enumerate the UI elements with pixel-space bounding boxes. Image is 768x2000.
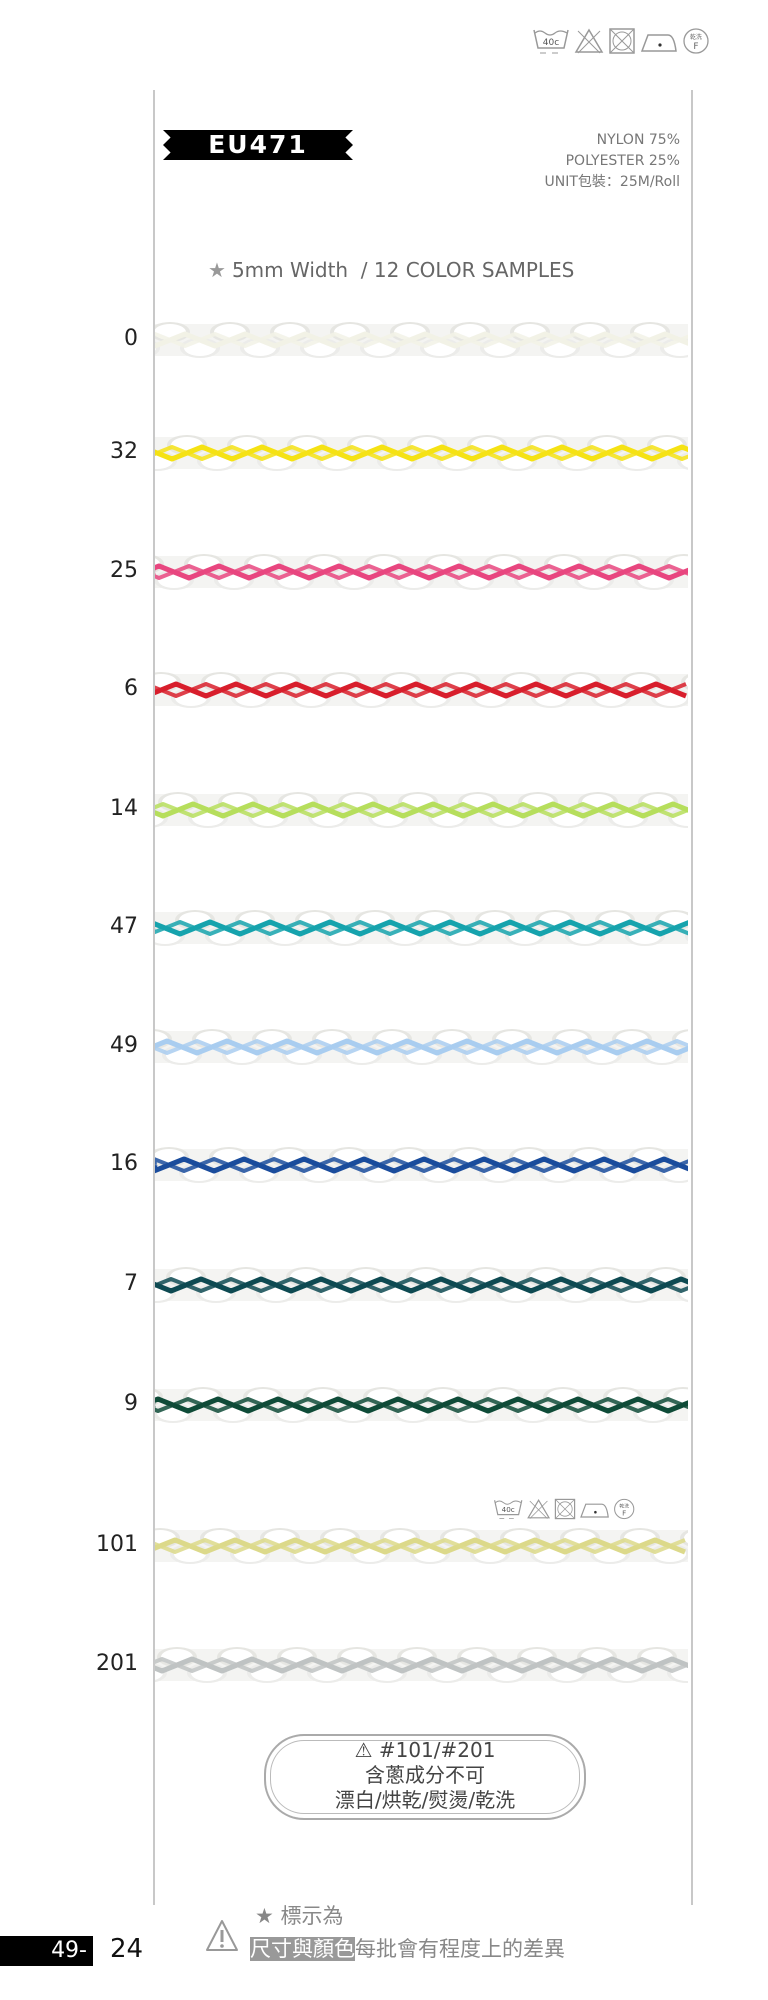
sample-number: 14: [110, 796, 138, 821]
svg-text:乾洗: 乾洗: [619, 1502, 629, 1509]
no-tumble-dry-icon: [609, 28, 635, 54]
footer-disclaimer: 尺寸與顏色每批會有程度上的差異: [250, 1933, 565, 1963]
caution-line-2: 漂白/烘乾/熨燙/乾洗: [334, 1788, 516, 1812]
sample-number: 201: [96, 1651, 138, 1676]
caution-line-1: 含蔥成分不可: [365, 1763, 485, 1787]
page-prefix: 49-: [0, 1936, 93, 1966]
subtitle-text: 5mm Width / 12 COLOR SAMPLES: [231, 258, 575, 282]
sample-number: 0: [124, 326, 138, 351]
cord-sample: [155, 554, 688, 590]
cord-sample: [155, 672, 688, 708]
care-symbols-top: 40c 乾洗 F: [532, 26, 710, 56]
sample-number: 6: [124, 676, 138, 701]
sample-number: 101: [96, 1532, 138, 1557]
sample-number: 49: [110, 1033, 138, 1058]
wash-40c-icon: 40c: [533, 29, 569, 54]
cord-sample: [155, 1029, 688, 1065]
iron-low-icon: [580, 1503, 609, 1518]
svg-text:F: F: [622, 1508, 626, 1517]
svg-text:40c: 40c: [543, 38, 559, 48]
caution-note: ⚠ #101/#201 含蔥成分不可 漂白/烘乾/熨燙/乾洗: [264, 1734, 586, 1820]
footer-star-label: 標示為: [280, 1904, 344, 1928]
star-icon: ★: [208, 258, 226, 282]
svg-text:F: F: [693, 42, 698, 52]
caution-codes: #101/#201: [378, 1738, 496, 1762]
cord-sample: [155, 1387, 688, 1423]
sample-card: [153, 90, 693, 1905]
sample-number: 9: [124, 1391, 138, 1416]
cord-sample: [155, 1647, 688, 1683]
disclaimer-text: 每批會有程度上的差異: [355, 1937, 565, 1961]
care-symbols-small: 40c 乾洗 F: [493, 1497, 635, 1521]
cord-sample: [155, 1147, 688, 1183]
warning-icon: ⚠: [354, 1738, 373, 1762]
highlight-text: 尺寸與顏色: [250, 1937, 355, 1961]
sample-number: 7: [124, 1271, 138, 1296]
page-number: 24: [110, 1934, 144, 1964]
cord-sample: [155, 792, 688, 828]
footer-star-note: ★ 標示為: [255, 1900, 344, 1930]
cord-sample: [155, 1267, 688, 1303]
unit-packaging: UNIT包裝：25M/Roll: [544, 174, 680, 190]
sample-number: 16: [110, 1151, 138, 1176]
wash-40c-icon: 40c: [494, 1500, 523, 1520]
cord-sample: [155, 322, 688, 358]
composition-polyester: POLYESTER 25%: [565, 153, 680, 169]
no-tumble-dry-icon: [554, 1498, 576, 1520]
sample-number: 25: [110, 558, 138, 583]
sample-number: 32: [110, 439, 138, 464]
no-bleach-icon: [574, 28, 604, 54]
cord-sample: [155, 910, 688, 946]
dry-clean-f-icon: 乾洗F: [614, 1498, 635, 1520]
sample-number: 47: [110, 914, 138, 939]
cord-sample: [155, 1528, 688, 1564]
product-code: EU471: [163, 130, 353, 160]
product-specs: NYLON 75% POLYESTER 25% UNIT包裝：25M/Roll: [545, 130, 680, 193]
subtitle: ★ 5mm Width / 12 COLOR SAMPLES: [208, 258, 574, 282]
no-bleach-icon: [527, 1499, 551, 1519]
dry-clean-f-icon: 乾洗F: [683, 28, 709, 54]
iron-low-icon: [640, 34, 677, 52]
star-icon: ★: [255, 1904, 274, 1928]
warning-icon: [204, 1918, 240, 1958]
caution-codes-row: ⚠ #101/#201: [266, 1738, 584, 1763]
svg-text:40c: 40c: [502, 1505, 515, 1514]
cord-sample: [155, 435, 688, 471]
svg-text:乾洗: 乾洗: [690, 33, 702, 41]
composition-nylon: NYLON 75%: [596, 132, 680, 148]
